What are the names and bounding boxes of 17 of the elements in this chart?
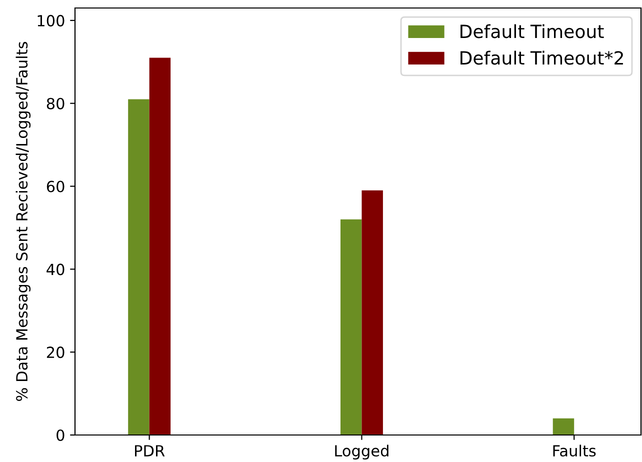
y-tick-label: 60 [46, 180, 64, 192]
y-tick-label: 80 [46, 98, 64, 110]
legend-label: Default Timeout [460, 24, 604, 38]
x-tick-label: PDR [135, 445, 165, 456]
bar [340, 219, 362, 435]
legend-label: Default Timeout*2 [460, 50, 623, 65]
x-tick-label: Logged [335, 444, 388, 460]
bar [128, 99, 150, 435]
x-tick-label: Faults [553, 444, 596, 457]
bar [362, 190, 383, 435]
y-tick-label: 40 [46, 264, 64, 276]
y-axis-title: % Data Messages Sent Recieved/Logged/Faults [16, 42, 31, 401]
y-tick-label: 0 [56, 429, 64, 442]
bar [552, 418, 574, 435]
bar [149, 58, 171, 435]
y-tick-label: 100 [38, 14, 64, 26]
y-tick-label: 20 [46, 346, 64, 358]
